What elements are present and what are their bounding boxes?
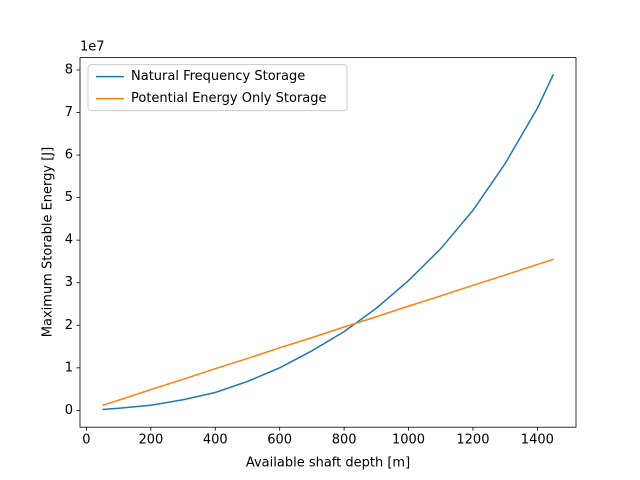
y-tick-label: 5 [65, 190, 73, 205]
y-tick-label: 4 [65, 233, 73, 248]
x-tick-label: 200 [138, 433, 163, 448]
y-axis-label: Maximum Storable Energy [J] [41, 147, 56, 337]
legend-label: Natural Frequency Storage [131, 69, 305, 84]
y-tick-label: 1 [65, 360, 73, 375]
x-tick-label: 600 [267, 433, 292, 448]
y-offset-label: 1e7 [80, 40, 105, 55]
x-tick-label: 0 [82, 433, 90, 448]
x-axis-label: Available shaft depth [m] [246, 456, 410, 471]
legend-label: Potential Energy Only Storage [131, 91, 327, 106]
y-tick-label: 7 [65, 105, 73, 120]
y-tick-label: 8 [65, 62, 73, 77]
data-line [102, 258, 554, 406]
axes-frame [79, 57, 577, 428]
y-tick-label: 0 [65, 403, 73, 418]
x-tick-label: 800 [332, 433, 357, 448]
x-tick-label: 1000 [392, 433, 425, 448]
y-tick-label: 2 [65, 318, 73, 333]
data-line [102, 73, 555, 411]
x-tick-label: 1400 [521, 433, 554, 448]
y-tick-label: 3 [65, 275, 73, 290]
y-tick-label: 6 [65, 148, 73, 163]
x-tick-label: 1200 [456, 433, 489, 448]
legend-box [87, 64, 348, 112]
x-tick-label: 400 [203, 433, 228, 448]
